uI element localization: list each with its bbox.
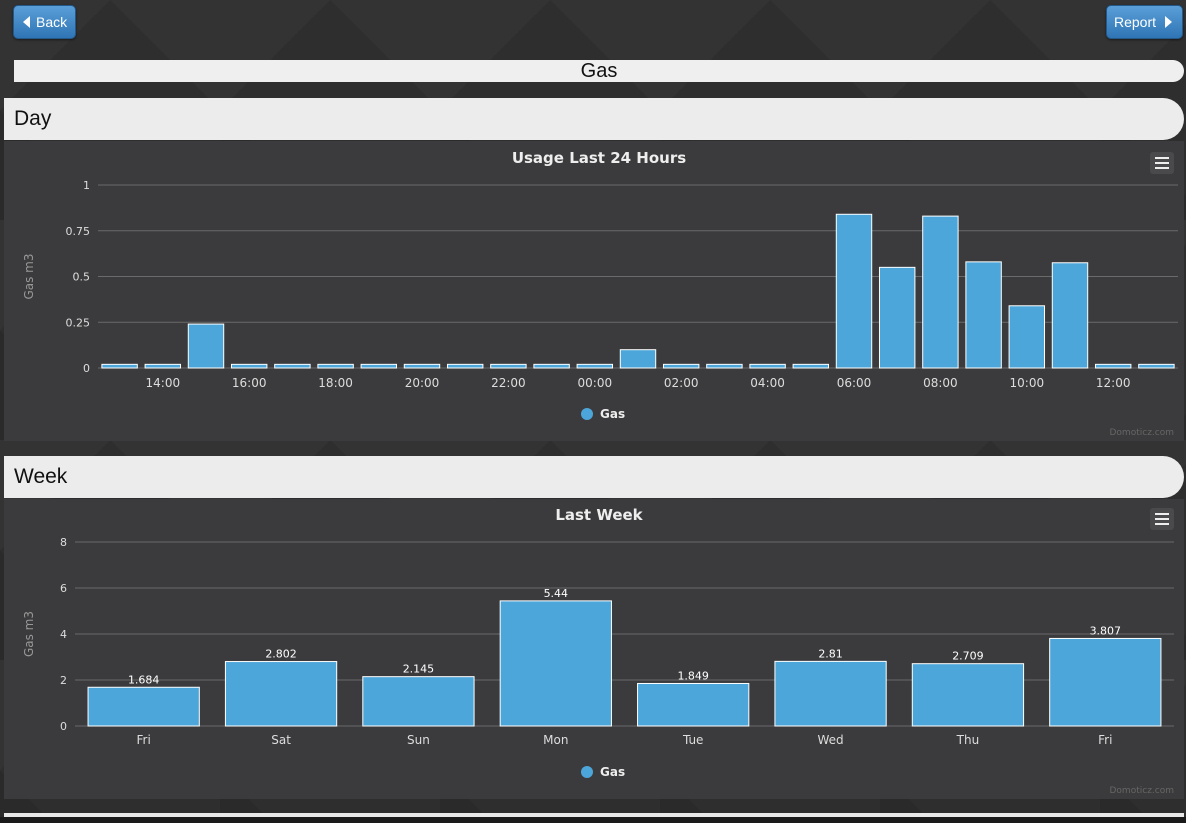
data-label: 2.802 <box>265 648 297 661</box>
bar <box>706 363 743 369</box>
y-tick-label: 8 <box>60 536 67 549</box>
credits-watermark: Domoticz.com <box>1110 786 1175 796</box>
x-tick-label: Sat <box>271 733 291 747</box>
week-chart: Last Week 0 2 4 6 8 Gas m3 1.684 2.802 2.145 5.44 1… <box>22 506 1175 796</box>
bar <box>792 363 830 369</box>
next-section-edge <box>4 813 1184 817</box>
day-chart-panel: Usage Last 24 Hours 0 0.25 0.5 0.75 1 Gas m3 14… <box>4 141 1184 441</box>
arrow-left-icon <box>23 16 30 28</box>
back-button-label: Back <box>36 14 68 30</box>
x-tick-label: 18:00 <box>318 376 353 390</box>
y-tick-label: 0 <box>83 362 90 375</box>
bar <box>403 363 441 369</box>
x-tick-label: 22:00 <box>491 376 526 390</box>
bar <box>576 363 614 369</box>
y-tick-label: 1 <box>83 179 90 192</box>
x-tick-label: 12:00 <box>1096 376 1131 390</box>
week-chart-menu-button[interactable] <box>1150 508 1174 530</box>
data-label: 1.684 <box>128 673 160 686</box>
bar <box>87 686 200 727</box>
legend-label: Gas <box>600 407 625 421</box>
y-tick-label: 2 <box>60 674 67 687</box>
x-tick-label: 00:00 <box>578 376 613 390</box>
bar <box>774 660 887 727</box>
arrow-right-icon <box>1165 16 1173 28</box>
bar <box>490 363 527 369</box>
data-label: 2.145 <box>403 663 435 676</box>
bar <box>187 323 225 369</box>
data-label: 3.807 <box>1090 624 1122 637</box>
x-tick-label: Fri <box>137 733 151 747</box>
report-button[interactable]: Report <box>1106 5 1183 39</box>
bar <box>317 363 354 369</box>
bar <box>922 215 959 369</box>
x-tick-label: 14:00 <box>146 376 181 390</box>
data-label: 5.44 <box>544 587 569 600</box>
bar <box>1049 637 1162 727</box>
x-tick-label: 10:00 <box>1010 376 1045 390</box>
section-header-week: Week <box>4 456 1184 498</box>
bar <box>224 661 338 727</box>
x-tick-label: Tue <box>682 733 704 747</box>
back-button[interactable]: Back <box>13 5 76 39</box>
page-title: Gas <box>14 60 1184 82</box>
legend-label: Gas <box>600 765 625 779</box>
bar <box>499 600 612 727</box>
y-tick-label: 0 <box>60 720 67 733</box>
y-tick-label: 0.75 <box>66 225 91 238</box>
section-header-day: Day <box>4 98 1184 140</box>
day-chart: Usage Last 24 Hours 0 0.25 0.5 0.75 1 Gas m3 14… <box>22 149 1178 438</box>
bar <box>619 349 657 369</box>
chart-title: Last Week <box>555 506 643 524</box>
footer-edge <box>0 817 1186 823</box>
bar <box>230 363 268 369</box>
bar <box>533 363 570 369</box>
bar <box>749 363 786 369</box>
x-tick-label: 16:00 <box>232 376 267 390</box>
bar <box>362 676 475 727</box>
y-axis-label: Gas m3 <box>22 611 36 657</box>
report-button-label: Report <box>1114 14 1157 30</box>
bar <box>274 363 311 369</box>
y-tick-label: 0.5 <box>73 271 91 284</box>
x-tick-label: Wed <box>817 733 843 747</box>
bar <box>662 363 700 369</box>
bar <box>1138 363 1175 369</box>
week-chart-panel: Last Week 0 2 4 6 8 Gas m3 1.684 2.802 2.145 5.44 1… <box>4 499 1184 799</box>
y-tick-label: 0.25 <box>66 316 91 329</box>
y-tick-label: 6 <box>60 582 67 595</box>
bar <box>1008 305 1046 369</box>
bar <box>1094 363 1132 369</box>
bar <box>144 363 182 369</box>
y-tick-label: 4 <box>60 628 67 641</box>
bar <box>1051 262 1089 369</box>
data-label: 2.81 <box>818 647 843 660</box>
x-tick-label: Thu <box>956 733 980 747</box>
chart-title: Usage Last 24 Hours <box>512 149 686 167</box>
x-tick-label: Fri <box>1098 733 1112 747</box>
data-label: 1.849 <box>677 669 709 682</box>
day-chart-menu-button[interactable] <box>1150 152 1174 174</box>
x-tick-label: 20:00 <box>405 376 440 390</box>
legend-marker <box>581 408 593 420</box>
bar <box>835 213 873 369</box>
x-tick-label: 04:00 <box>750 376 785 390</box>
x-tick-label: 06:00 <box>837 376 872 390</box>
bar <box>446 363 484 369</box>
data-label: 2.709 <box>952 650 984 663</box>
bar <box>101 363 138 369</box>
bar <box>360 363 398 369</box>
bar <box>878 266 916 369</box>
y-axis-label: Gas m3 <box>22 253 36 299</box>
bar <box>911 663 1025 727</box>
credits-watermark: Domoticz.com <box>1110 428 1175 438</box>
x-tick-label: 08:00 <box>923 376 958 390</box>
legend-marker <box>581 766 593 778</box>
bar <box>637 682 750 727</box>
x-tick-label: Mon <box>543 733 568 747</box>
x-tick-label: Sun <box>407 733 430 747</box>
x-tick-label: 02:00 <box>664 376 699 390</box>
bar <box>965 261 1002 369</box>
